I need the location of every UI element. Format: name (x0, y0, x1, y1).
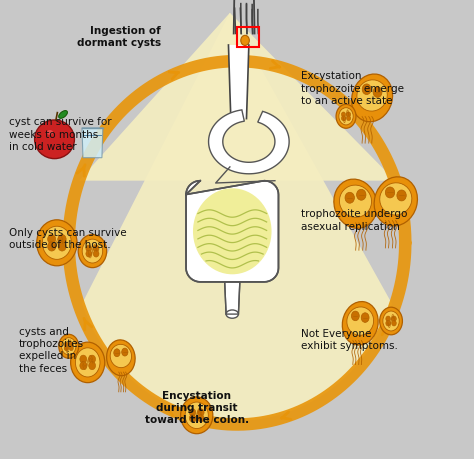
Ellipse shape (373, 88, 382, 98)
Ellipse shape (86, 251, 91, 257)
Ellipse shape (351, 311, 359, 321)
Ellipse shape (346, 117, 351, 121)
Ellipse shape (71, 342, 105, 383)
Ellipse shape (357, 81, 387, 112)
Ellipse shape (58, 235, 66, 244)
Ellipse shape (122, 348, 128, 356)
Ellipse shape (356, 190, 366, 201)
Ellipse shape (46, 131, 53, 135)
Ellipse shape (392, 321, 396, 326)
Text: cysts and
trophozoites
expelled in
the feces: cysts and trophozoites expelled in the f… (19, 326, 84, 373)
Ellipse shape (36, 220, 77, 266)
Polygon shape (82, 14, 392, 421)
Ellipse shape (342, 302, 378, 345)
Ellipse shape (107, 340, 135, 376)
Text: cyst can survive for
weeks to months
in cold water: cyst can survive for weeks to months in … (9, 117, 112, 152)
Ellipse shape (383, 311, 399, 331)
Ellipse shape (386, 316, 391, 322)
Polygon shape (79, 14, 395, 181)
Ellipse shape (64, 346, 68, 351)
Ellipse shape (380, 184, 412, 216)
Ellipse shape (341, 117, 346, 121)
Text: Encystation
during transit
toward the colon.: Encystation during transit toward the co… (145, 390, 249, 425)
Ellipse shape (352, 75, 392, 123)
Circle shape (35, 121, 74, 159)
Ellipse shape (93, 246, 99, 252)
Ellipse shape (198, 409, 204, 416)
Ellipse shape (42, 227, 72, 260)
Ellipse shape (336, 105, 356, 129)
Ellipse shape (392, 316, 396, 322)
Ellipse shape (110, 345, 132, 368)
Ellipse shape (114, 349, 120, 357)
Ellipse shape (346, 113, 351, 118)
Ellipse shape (185, 402, 208, 429)
Ellipse shape (334, 180, 377, 229)
Ellipse shape (189, 409, 196, 416)
Ellipse shape (59, 335, 79, 358)
Ellipse shape (86, 246, 91, 252)
Ellipse shape (69, 346, 73, 351)
Text: Excystation
trophozoite emerge
to an active state: Excystation trophozoite emerge to an act… (301, 71, 404, 106)
Ellipse shape (89, 362, 96, 370)
Ellipse shape (181, 397, 213, 434)
Polygon shape (225, 282, 240, 314)
Ellipse shape (58, 242, 66, 252)
Ellipse shape (386, 321, 391, 326)
Ellipse shape (193, 189, 272, 274)
Ellipse shape (374, 178, 418, 226)
Polygon shape (228, 46, 249, 119)
Ellipse shape (241, 36, 249, 46)
Ellipse shape (59, 112, 67, 119)
Ellipse shape (380, 308, 402, 335)
Ellipse shape (341, 113, 346, 118)
Ellipse shape (89, 355, 96, 364)
Ellipse shape (75, 348, 100, 377)
Ellipse shape (93, 251, 99, 257)
Text: Not Everyone
exhibit symptoms.: Not Everyone exhibit symptoms. (301, 328, 398, 351)
Ellipse shape (339, 108, 353, 126)
Ellipse shape (47, 235, 55, 244)
Bar (237, 28, 259, 48)
Polygon shape (186, 181, 279, 282)
Ellipse shape (385, 188, 395, 198)
Text: Ingestion of
dormant cysts: Ingestion of dormant cysts (77, 26, 161, 48)
Ellipse shape (347, 307, 374, 336)
Ellipse shape (64, 342, 68, 347)
Ellipse shape (397, 190, 406, 202)
Ellipse shape (362, 85, 371, 95)
Polygon shape (209, 111, 289, 174)
Text: Only cysts can survive
outside of the host.: Only cysts can survive outside of the ho… (9, 227, 127, 250)
Ellipse shape (226, 310, 238, 319)
Ellipse shape (189, 414, 196, 422)
Ellipse shape (62, 338, 76, 355)
Ellipse shape (80, 362, 87, 370)
Ellipse shape (69, 342, 73, 347)
Ellipse shape (78, 235, 107, 268)
Ellipse shape (198, 414, 204, 422)
Ellipse shape (339, 186, 372, 218)
Ellipse shape (361, 313, 369, 323)
Polygon shape (82, 129, 103, 158)
Ellipse shape (345, 193, 355, 204)
Ellipse shape (47, 242, 55, 252)
Ellipse shape (82, 240, 103, 263)
Text: trophozoite undergo
asexual replication: trophozoite undergo asexual replication (301, 209, 407, 231)
Ellipse shape (80, 355, 87, 364)
